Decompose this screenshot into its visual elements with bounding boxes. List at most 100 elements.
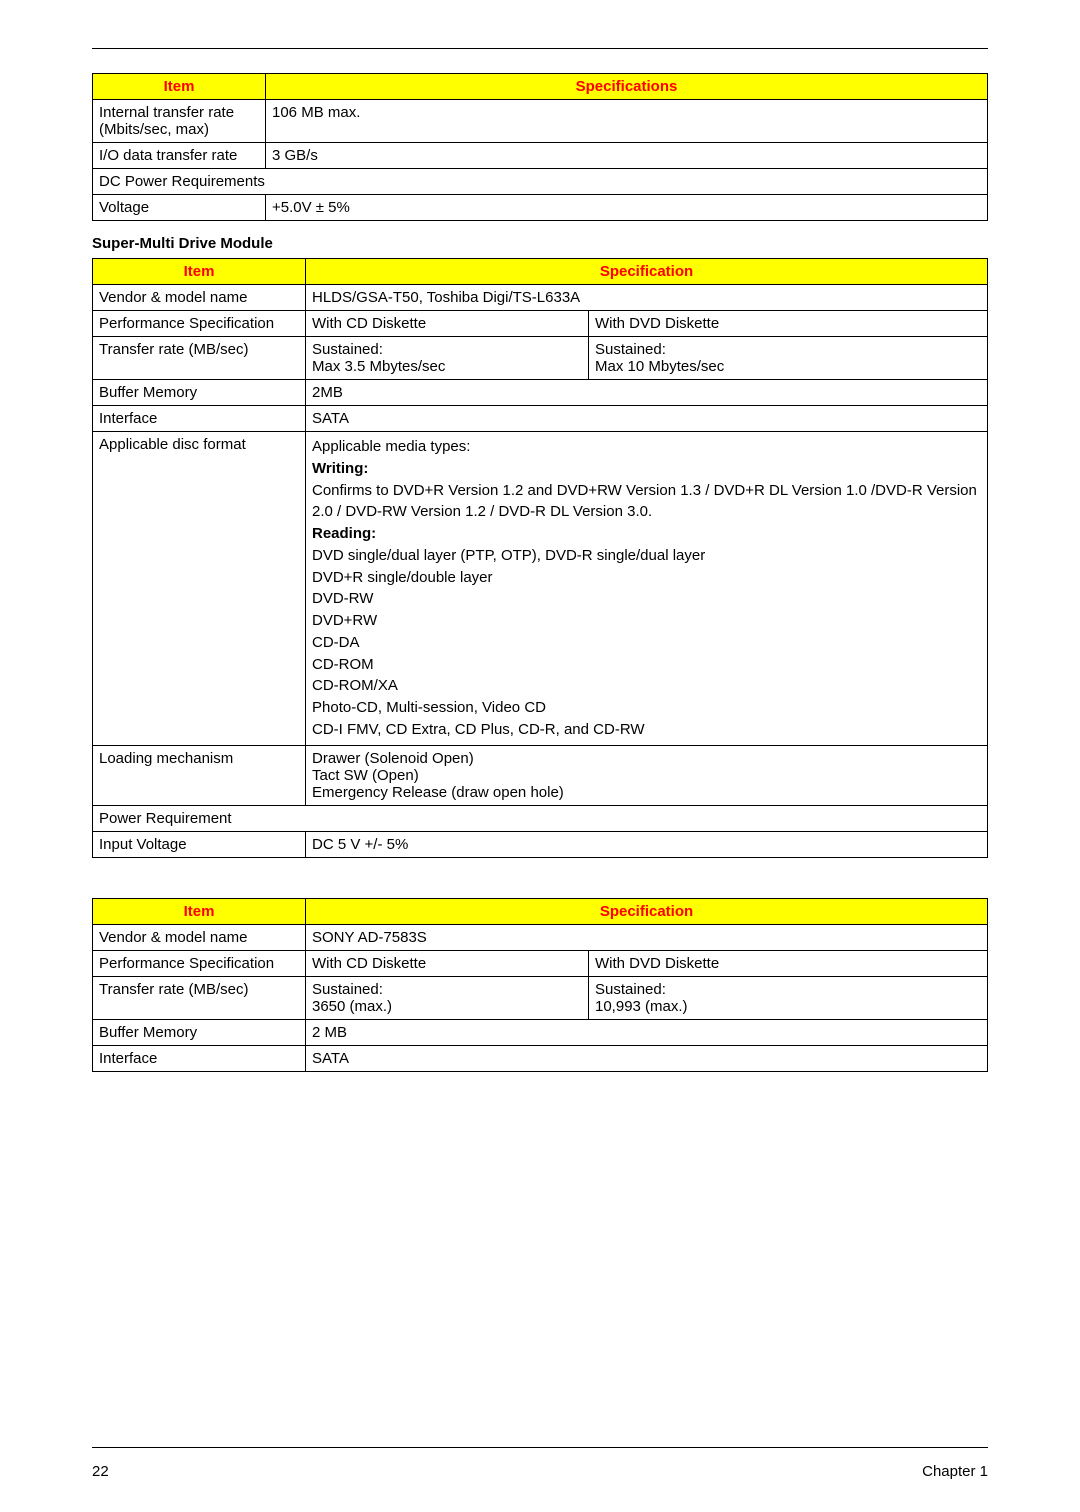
table-row-span: DC Power Requirements (93, 169, 988, 195)
table-row: Transfer rate (MB/sec) Sustained: Max 3.… (93, 337, 988, 380)
line: DVD+RW (312, 610, 981, 632)
cell-item: Vendor & model name (93, 285, 306, 311)
table-header-row: Item Specification (93, 898, 988, 924)
line: Sustained: (595, 981, 981, 998)
cell-val: 2 MB (306, 1019, 988, 1045)
table-row: Loading mechanism Drawer (Solenoid Open)… (93, 745, 988, 805)
cell-item: Voltage (93, 195, 266, 221)
cell-val: SATA (306, 1045, 988, 1071)
cell-item: Transfer rate (MB/sec) (93, 976, 306, 1019)
line: CD-ROM (312, 654, 981, 676)
cell-spec: +5.0V ± 5% (266, 195, 988, 221)
cell-disc-formats: Applicable media types: Writing: Confirm… (306, 432, 988, 746)
page-number: 22 (92, 1463, 109, 1480)
cell-item: Buffer Memory (93, 380, 306, 406)
cell-val: DC 5 V +/- 5% (306, 831, 988, 857)
cell-val: HLDS/GSA-T50, Toshiba Digi/TS-L633A (306, 285, 988, 311)
line: Tact SW (Open) (312, 767, 981, 784)
table-header-row: Item Specifications (93, 74, 988, 100)
cell-val: SATA (306, 406, 988, 432)
cell-item: Vendor & model name (93, 924, 306, 950)
line: CD-ROM/XA (312, 675, 981, 697)
cell-cd: With CD Diskette (306, 950, 589, 976)
th-spec: Specification (306, 259, 988, 285)
th-item: Item (93, 259, 306, 285)
th-specs: Specifications (266, 74, 988, 100)
line: Max 3.5 Mbytes/sec (312, 358, 582, 375)
line: Photo-CD, Multi-session, Video CD (312, 697, 981, 719)
cell-dvd: With DVD Diskette (589, 311, 988, 337)
table-row: Interface SATA (93, 406, 988, 432)
page: Item Specifications Internal transfer ra… (0, 0, 1080, 1512)
cell-spec: 3 GB/s (266, 143, 988, 169)
line: DVD+R single/double layer (312, 567, 981, 589)
top-rule (92, 48, 988, 49)
table-row: Internal transfer rate (Mbits/sec, max) … (93, 100, 988, 143)
line: 10,993 (max.) (595, 998, 981, 1015)
table-row: Vendor & model name SONY AD-7583S (93, 924, 988, 950)
table-row: Interface SATA (93, 1045, 988, 1071)
table-row: Performance Specification With CD Disket… (93, 950, 988, 976)
cell-item: I/O data transfer rate (93, 143, 266, 169)
cell-val: SONY AD-7583S (306, 924, 988, 950)
cell-val: 2MB (306, 380, 988, 406)
cell-cd: With CD Diskette (306, 311, 589, 337)
section-title-super-multi: Super-Multi Drive Module (92, 235, 988, 252)
line: Max 10 Mbytes/sec (595, 358, 981, 375)
line: DVD-RW (312, 588, 981, 610)
table-sony-drive: Item Specification Vendor & model name S… (92, 898, 988, 1072)
cell-item: Performance Specification (93, 311, 306, 337)
table-row: Performance Specification With CD Disket… (93, 311, 988, 337)
cell-span: DC Power Requirements (93, 169, 988, 195)
cell-item: Performance Specification (93, 950, 306, 976)
cell-span: Power Requirement (93, 805, 988, 831)
line: CD-I FMV, CD Extra, CD Plus, CD-R, and C… (312, 719, 981, 741)
cell-item: Input Voltage (93, 831, 306, 857)
table-row: Voltage +5.0V ± 5% (93, 195, 988, 221)
disc-block: Applicable media types: Writing: Confirm… (312, 436, 981, 741)
cell-item: Transfer rate (MB/sec) (93, 337, 306, 380)
table-row-span: Power Requirement (93, 805, 988, 831)
line: Applicable media types: (312, 436, 981, 458)
spacer (92, 872, 988, 898)
table-specifications-top: Item Specifications Internal transfer ra… (92, 73, 988, 221)
cell-dvd: Sustained: 10,993 (max.) (589, 976, 988, 1019)
cell-item: Buffer Memory (93, 1019, 306, 1045)
chapter-label: Chapter 1 (922, 1463, 988, 1480)
table-row: Input Voltage DC 5 V +/- 5% (93, 831, 988, 857)
line: CD-DA (312, 632, 981, 654)
cell-loading: Drawer (Solenoid Open) Tact SW (Open) Em… (306, 745, 988, 805)
line: Sustained: (312, 341, 582, 358)
line: Drawer (Solenoid Open) (312, 750, 981, 767)
cell-dvd: With DVD Diskette (589, 950, 988, 976)
cell-item: Loading mechanism (93, 745, 306, 805)
th-item: Item (93, 74, 266, 100)
line: Sustained: (312, 981, 582, 998)
table-super-multi-drive: Item Specification Vendor & model name H… (92, 258, 988, 858)
cell-dvd: Sustained: Max 10 Mbytes/sec (589, 337, 988, 380)
writing-body: Confirms to DVD+R Version 1.2 and DVD+RW… (312, 480, 981, 524)
cell-cd: Sustained: 3650 (max.) (306, 976, 589, 1019)
table-row: Buffer Memory 2 MB (93, 1019, 988, 1045)
reading-label: Reading: (312, 523, 981, 545)
line: DVD single/dual layer (PTP, OTP), DVD-R … (312, 545, 981, 567)
table-header-row: Item Specification (93, 259, 988, 285)
cell-item: Interface (93, 1045, 306, 1071)
table-row: Vendor & model name HLDS/GSA-T50, Toshib… (93, 285, 988, 311)
table-row: Transfer rate (MB/sec) Sustained: 3650 (… (93, 976, 988, 1019)
line: Sustained: (595, 341, 981, 358)
table-row: Buffer Memory 2MB (93, 380, 988, 406)
cell-item: Interface (93, 406, 306, 432)
th-spec: Specification (306, 898, 988, 924)
table-row: I/O data transfer rate 3 GB/s (93, 143, 988, 169)
cell-spec: 106 MB max. (266, 100, 988, 143)
line: 3650 (max.) (312, 998, 582, 1015)
th-item: Item (93, 898, 306, 924)
table-row: Applicable disc format Applicable media … (93, 432, 988, 746)
writing-label: Writing: (312, 458, 981, 480)
cell-item: Applicable disc format (93, 432, 306, 746)
cell-cd: Sustained: Max 3.5 Mbytes/sec (306, 337, 589, 380)
bottom-rule (92, 1447, 988, 1448)
cell-item: Internal transfer rate (Mbits/sec, max) (93, 100, 266, 143)
line: Emergency Release (draw open hole) (312, 784, 981, 801)
